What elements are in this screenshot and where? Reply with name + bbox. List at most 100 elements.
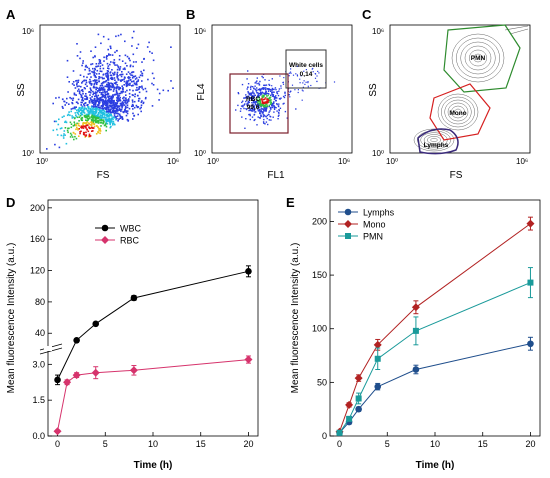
scatter-point — [265, 121, 268, 123]
density-point — [95, 99, 98, 102]
density-point — [108, 83, 110, 86]
density-point — [89, 91, 92, 94]
scatter-point — [282, 95, 285, 98]
density-point — [95, 95, 98, 97]
scatter-point — [266, 117, 268, 120]
density-point — [142, 101, 145, 104]
scatter-point — [251, 99, 254, 101]
data-point — [91, 368, 100, 377]
contour-line — [430, 137, 438, 143]
panel-b-y-axis-title: FL4 — [196, 83, 207, 101]
density-point — [106, 76, 108, 78]
density-point — [62, 135, 65, 137]
scatter-point — [269, 97, 271, 99]
scatter-point — [256, 82, 258, 85]
density-point — [75, 115, 78, 118]
density-point — [85, 125, 87, 127]
density-point — [104, 117, 106, 119]
scatter-point — [266, 96, 268, 98]
panel-c-y-axis-title: SS — [368, 83, 379, 97]
density-point — [111, 86, 114, 89]
scatter-point — [288, 75, 290, 77]
scatter-point — [256, 104, 258, 107]
scatter-point — [264, 123, 266, 125]
panel-b-y-tick-min: 10⁰ — [194, 149, 206, 158]
density-point — [92, 67, 94, 70]
density-point — [97, 101, 100, 104]
density-point — [127, 84, 129, 87]
density-point — [105, 56, 108, 58]
rbc-gate-name: RBC — [246, 96, 260, 103]
density-point — [110, 61, 112, 63]
scatter-point — [305, 81, 307, 83]
density-point — [86, 117, 89, 120]
scatter-point — [266, 114, 268, 117]
scatter-point — [263, 92, 266, 95]
scatter-point — [259, 90, 262, 92]
density-point — [110, 78, 113, 80]
density-point — [133, 114, 136, 117]
density-point — [141, 87, 143, 89]
density-point — [108, 88, 110, 90]
density-point — [83, 114, 86, 117]
scatter-point — [303, 80, 305, 82]
mono-gate — [429, 83, 491, 141]
scatter-point — [253, 113, 256, 116]
scatter-point — [259, 103, 261, 106]
series-line — [339, 343, 531, 434]
density-point — [107, 70, 109, 73]
white-cells-gate — [285, 49, 327, 89]
density-point — [99, 59, 102, 62]
density-point — [116, 92, 118, 95]
density-point — [134, 93, 136, 95]
density-point — [65, 142, 68, 145]
scatter-point — [279, 107, 282, 109]
density-point — [131, 101, 134, 103]
density-point — [113, 115, 116, 117]
density-point — [79, 132, 81, 135]
density-point — [114, 123, 116, 126]
density-point — [122, 68, 125, 70]
scatter-point — [264, 97, 267, 99]
density-point — [115, 35, 117, 38]
density-point — [129, 89, 131, 91]
scatter-point — [260, 110, 262, 113]
scatter-point — [294, 89, 296, 91]
scatter-point — [261, 108, 264, 110]
scatter-point — [284, 92, 286, 94]
density-point — [101, 109, 103, 112]
density-point — [136, 47, 138, 49]
scatter-point — [270, 106, 272, 109]
density-point — [81, 109, 84, 112]
density-point — [89, 88, 92, 91]
density-point — [139, 86, 142, 88]
x-tick-label: 5 — [103, 439, 108, 449]
scatter-point — [251, 105, 253, 107]
density-point — [122, 104, 124, 106]
density-point — [96, 116, 99, 118]
density-point — [86, 119, 89, 122]
density-point — [94, 106, 97, 108]
density-point — [106, 118, 109, 120]
white-cells-gate-value: 0,14 — [300, 71, 313, 78]
density-point — [105, 79, 108, 82]
density-point — [107, 105, 109, 108]
density-point — [145, 90, 148, 93]
density-point — [125, 99, 127, 101]
density-point — [91, 112, 93, 115]
density-point — [70, 123, 73, 125]
scatter-point — [257, 94, 259, 97]
density-point — [99, 86, 101, 89]
scatter-point — [259, 117, 261, 119]
scatter-point — [280, 85, 282, 87]
panel-e-y-axis-title: Mean fluorescence Intensity (a.u.) — [290, 243, 301, 394]
density-point — [78, 116, 81, 118]
scatter-point — [262, 76, 264, 79]
scatter-point — [244, 103, 246, 105]
density-point — [80, 107, 83, 110]
density-point — [85, 135, 87, 137]
density-point — [75, 94, 77, 96]
density-point — [111, 82, 113, 85]
density-point — [76, 55, 79, 57]
